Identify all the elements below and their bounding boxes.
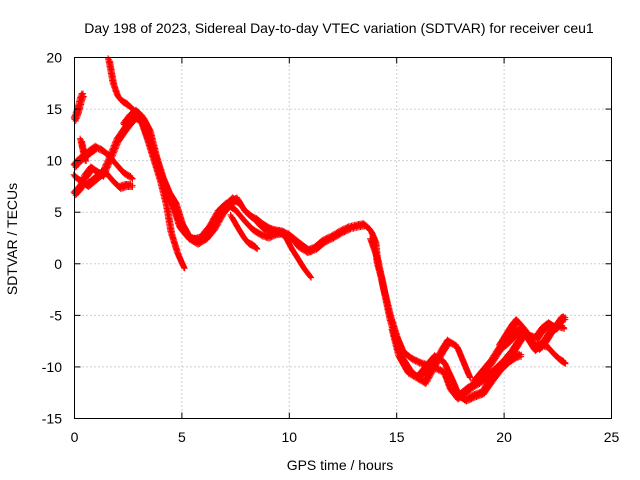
x-tick-label: 5: [178, 429, 186, 445]
series-arc-l: [388, 326, 474, 387]
y-tick-label: 0: [54, 256, 62, 272]
y-tick-label: -5: [50, 307, 63, 323]
series-arc-i: [227, 211, 261, 253]
axis-ticks: [74, 57, 612, 419]
x-tick-labels: 0 5 10 15 20 25: [71, 429, 620, 445]
series-arc-f: [105, 55, 295, 245]
grid: [74, 57, 612, 419]
x-tick-label: 10: [282, 429, 298, 445]
series-arc-g: [120, 106, 315, 281]
x-tick-label: 20: [496, 429, 512, 445]
x-tick-label: 15: [389, 429, 405, 445]
series-markers: [120, 106, 315, 281]
x-tick-label: 25: [604, 429, 620, 445]
series-markers: [227, 211, 261, 253]
y-tick-label: 5: [54, 204, 62, 220]
chart-title: Day 198 of 2023, Sidereal Day-to-day VTE…: [84, 20, 594, 36]
y-axis-title: SDTVAR / TECUs: [4, 183, 20, 295]
series-markers: [70, 90, 87, 124]
y-tick-labels: -15 -10 -5 0 5 10 15 20: [42, 50, 62, 427]
x-tick-label: 0: [71, 429, 79, 445]
series-markers: [496, 313, 569, 351]
plot-frame: [74, 57, 612, 419]
series-arc-n: [496, 313, 569, 351]
data-points: [70, 55, 569, 405]
y-tick-label: -15: [42, 411, 62, 427]
y-tick-label: 20: [46, 50, 62, 66]
series-markers: [105, 55, 295, 245]
series-markers: [388, 326, 474, 387]
y-tick-label: -10: [42, 359, 62, 375]
series-arc-a: [70, 90, 87, 124]
y-tick-label: 10: [46, 153, 62, 169]
y-tick-label: 15: [46, 101, 62, 117]
x-axis-title: GPS time / hours: [287, 457, 394, 473]
